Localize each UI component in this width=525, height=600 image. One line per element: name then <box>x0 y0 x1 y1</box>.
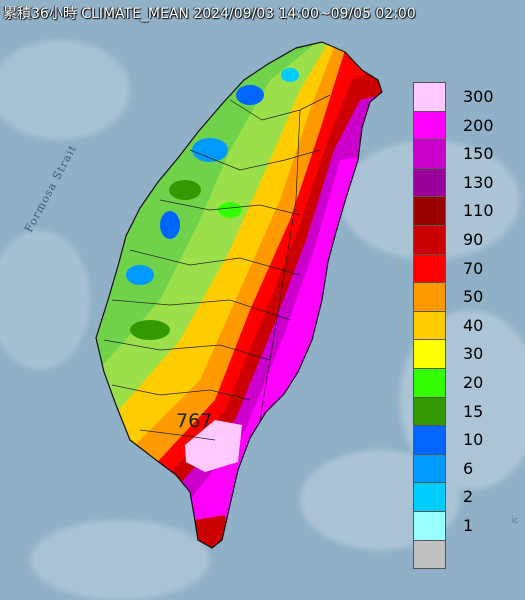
legend-swatch <box>413 167 446 198</box>
legend-label: 90 <box>463 230 484 249</box>
legend-swatch <box>413 225 446 255</box>
legend-swatch <box>413 196 446 226</box>
legend-swatch <box>413 110 446 141</box>
legend-label: 40 <box>463 315 484 335</box>
coastline <box>95 41 383 549</box>
legend-label: 200 <box>463 115 494 135</box>
legend-swatch <box>413 539 446 570</box>
legend-swatch <box>413 253 446 284</box>
map-title: 累積36小時 CLIMATE_MEAN 2024/09/03 14:00~09/… <box>3 6 416 22</box>
legend-swatch <box>413 139 446 169</box>
legend-swatch <box>413 310 446 341</box>
legend-label: 6 <box>463 458 474 478</box>
legend-label: 70 <box>463 258 484 278</box>
legend-label: 130 <box>463 172 494 192</box>
legend-label: 20 <box>463 373 484 392</box>
legend-swatch <box>413 482 446 512</box>
legend-swatch <box>413 368 446 398</box>
corner-mark: ic <box>511 516 519 526</box>
legend-swatch <box>413 511 446 541</box>
legend-label: 50 <box>463 287 484 307</box>
legend-swatch <box>413 396 446 427</box>
legend-label: 2 <box>463 487 474 507</box>
legend-label: 30 <box>463 344 484 364</box>
legend-label: 150 <box>463 144 494 164</box>
legend: 300 200 150 130 110 90 70 50 40 30 20 15 10 6 2 1 <box>413 82 523 572</box>
legend-label: 10 <box>463 430 484 450</box>
legend-label: 15 <box>463 401 484 421</box>
legend-swatch <box>413 425 446 455</box>
legend-label: 1 <box>463 516 474 535</box>
legend-label: 300 <box>463 87 494 106</box>
county-boundaries <box>103 94 331 441</box>
legend-swatch <box>413 282 446 312</box>
peak-value-label: 767 <box>176 410 213 432</box>
legend-swatch <box>413 453 446 484</box>
legend-label: 110 <box>463 201 494 221</box>
legend-swatch <box>413 82 446 112</box>
legend-swatch <box>413 339 446 369</box>
